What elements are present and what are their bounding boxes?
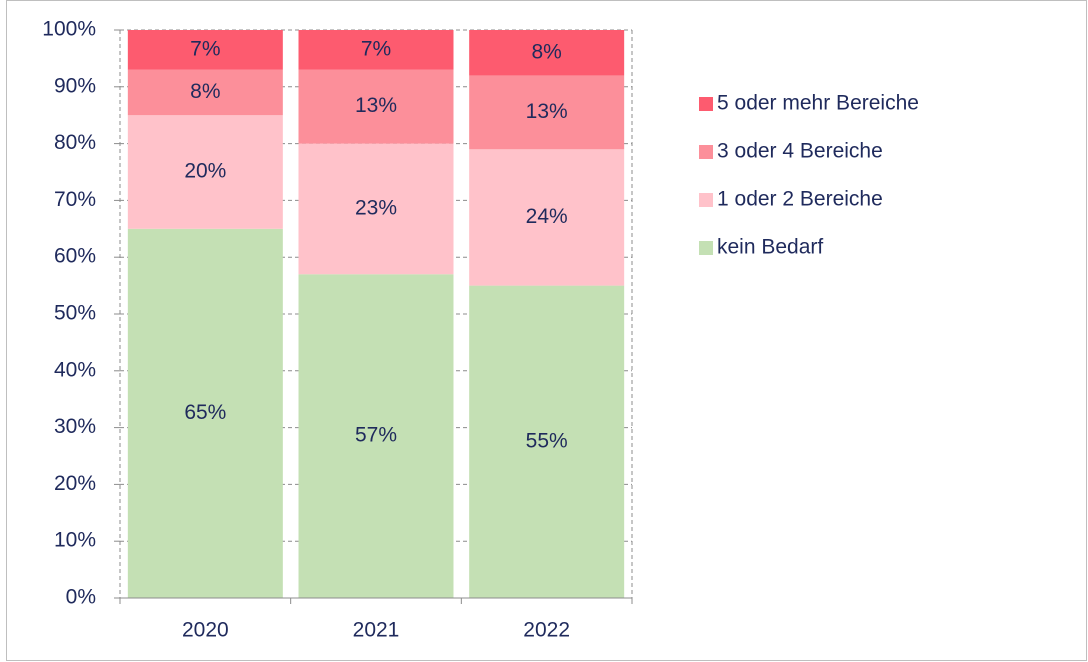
bar-segment	[469, 285, 625, 598]
y-tick-label: 20%	[54, 472, 96, 495]
bar-segment	[469, 149, 625, 286]
data-label: 7%	[361, 37, 391, 60]
x-tick-label: 2021	[353, 619, 400, 642]
legend-label: 5 oder mehr Bereiche	[717, 92, 919, 115]
legend-swatch	[699, 193, 713, 207]
data-label: 20%	[184, 160, 226, 183]
bar-segment	[298, 30, 454, 70]
y-tick-label: 60%	[54, 245, 96, 268]
data-label: 13%	[355, 94, 397, 117]
x-tick-label: 2020	[182, 619, 229, 642]
legend-label: 1 oder 2 Bereiche	[717, 188, 883, 211]
y-tick-label: 0%	[66, 586, 96, 609]
data-label: 8%	[531, 40, 561, 63]
y-tick-label: 50%	[54, 302, 96, 325]
legend-label: kein Bedarf	[717, 236, 823, 259]
bar-segment	[298, 274, 454, 598]
y-tick-label: 100%	[42, 18, 96, 41]
legend-swatch	[699, 241, 713, 255]
legend-swatch	[699, 145, 713, 159]
bar-segment	[127, 228, 283, 599]
legend-swatch	[699, 97, 713, 111]
bar-segment	[127, 69, 283, 116]
bar-segment	[469, 30, 625, 76]
bar-segment	[127, 115, 283, 229]
data-label: 57%	[355, 424, 397, 447]
data-label: 65%	[184, 401, 226, 424]
y-tick-label: 10%	[54, 529, 96, 552]
y-tick-label: 30%	[54, 415, 96, 438]
data-label: 13%	[526, 100, 568, 123]
data-label: 55%	[526, 429, 568, 452]
y-tick-label: 70%	[54, 188, 96, 211]
x-tick-label: 2022	[523, 619, 570, 642]
data-label: 8%	[190, 80, 220, 103]
y-tick-label: 40%	[54, 358, 96, 381]
y-tick-label: 80%	[54, 131, 96, 154]
data-label: 23%	[355, 196, 397, 219]
bar-segment	[298, 69, 454, 144]
bar-segment	[469, 75, 625, 150]
bar-segment	[127, 30, 283, 70]
bar-segment	[298, 143, 454, 275]
data-label: 7%	[190, 37, 220, 60]
legend-label: 3 oder 4 Bereiche	[717, 140, 883, 163]
data-label: 24%	[526, 205, 568, 228]
y-tick-label: 90%	[54, 74, 96, 97]
